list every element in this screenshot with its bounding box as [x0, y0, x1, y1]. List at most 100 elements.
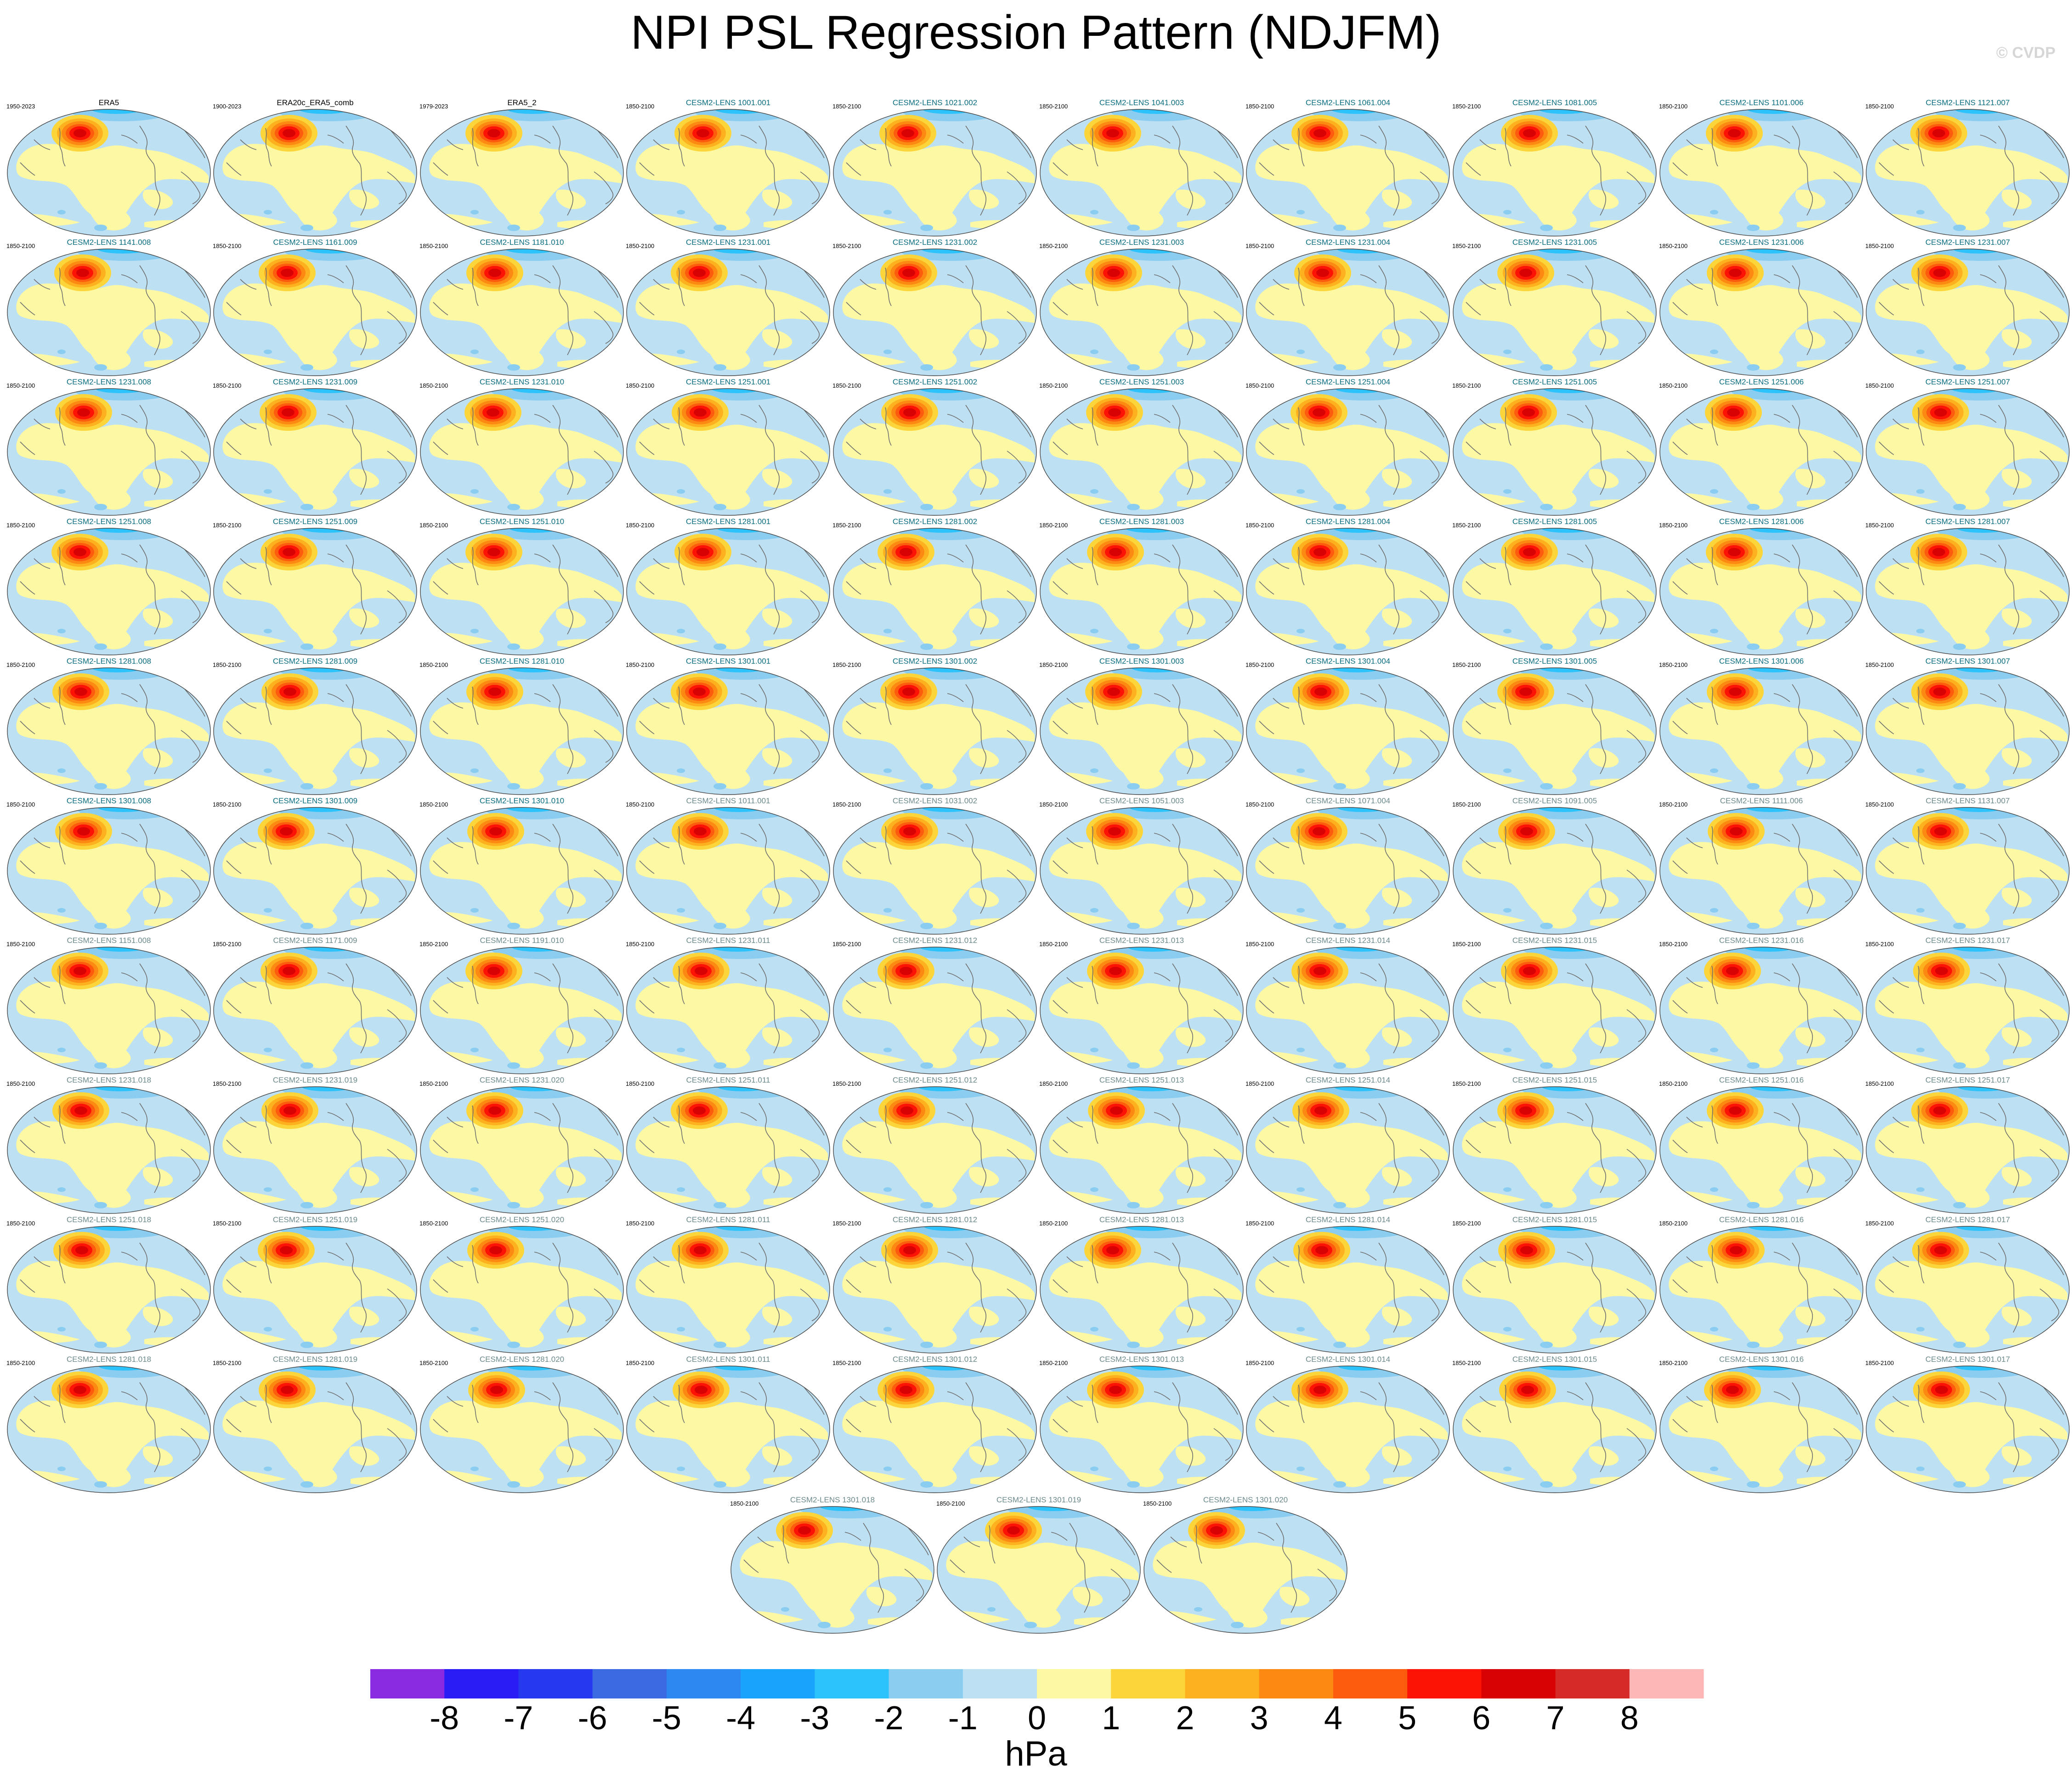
negative-patch: [1747, 783, 1760, 790]
coastline: [1918, 1245, 1925, 1284]
coastline: [345, 963, 367, 1054]
coastline: [947, 1252, 964, 1261]
coastline: [1980, 833, 1997, 842]
panel-title: CESM2-LENS 1021.002: [892, 98, 978, 107]
coastline: [1360, 833, 1377, 842]
map-border: [1453, 1226, 1657, 1354]
map-panel: 1850-2100 CESM2-LENS 1301.018: [730, 1495, 935, 1635]
coastline: [594, 590, 614, 623]
npi-high-contour: [489, 827, 502, 835]
negative-patch: [1127, 783, 1140, 790]
map-panel: 1850-2100 CESM2-LENS 1161.009: [213, 238, 418, 378]
negative-patch: [300, 1062, 313, 1069]
panel-title: CESM2-LENS 1251.002: [892, 378, 978, 386]
coastline: [433, 441, 448, 455]
coastline: [1833, 451, 1853, 484]
negative-patch: [57, 489, 66, 494]
panel-years: 1850-2100: [1245, 801, 1274, 808]
coastline: [534, 693, 551, 702]
positive-region: [635, 144, 828, 220]
coastline: [59, 1245, 66, 1284]
negative-patch: [507, 1342, 520, 1348]
regression-map: [213, 388, 417, 516]
coastline: [2039, 730, 2060, 763]
panel-years: 1850-2100: [1245, 1080, 1274, 1087]
coastline: [387, 451, 407, 484]
positive-region: [635, 1261, 828, 1337]
coastline: [639, 162, 655, 176]
coastline: [121, 693, 138, 702]
coastline: [1420, 1009, 1440, 1042]
regression-map: [1040, 807, 1244, 935]
coastline: [1879, 1140, 1894, 1153]
regression-map: [7, 807, 211, 935]
panel-title: ERA5: [98, 98, 119, 107]
panel-title: CESM2-LENS 1251.018: [66, 1215, 152, 1224]
coastline: [1007, 1009, 1027, 1042]
coastline: [1892, 139, 1909, 150]
npi-high-contour: [487, 129, 500, 137]
positive-region: [695, 467, 750, 510]
map-border: [7, 947, 211, 1074]
regression-map: [1246, 248, 1450, 376]
map-panel: 1850-2100 CESM2-LENS 1301.003: [1039, 657, 1244, 796]
coastline: [1672, 1000, 1688, 1014]
coastline: [947, 135, 964, 144]
coastline: [947, 553, 964, 563]
coastline: [265, 686, 272, 725]
coastline: [1792, 824, 1813, 914]
map-panel: 1850-2100 CESM2-LENS 1231.005: [1452, 238, 1657, 378]
coastline: [594, 451, 614, 484]
map-border: [1453, 528, 1657, 655]
positive-region: [1381, 1167, 1412, 1187]
positive-region: [1934, 746, 1990, 789]
negative-patch: [920, 1202, 933, 1208]
positive-region: [762, 887, 793, 908]
coastline: [34, 1256, 51, 1267]
npi-high-contour: [1728, 548, 1741, 556]
coastline: [265, 267, 272, 306]
map-border: [626, 388, 830, 516]
coastline: [1053, 302, 1068, 316]
coastline: [1172, 544, 1193, 635]
coastline: [678, 686, 685, 725]
coastline: [387, 311, 407, 344]
coastline: [240, 1256, 257, 1267]
npi-high-contour: [695, 967, 708, 975]
coastline: [1259, 1279, 1274, 1293]
positive-region: [1521, 1444, 1577, 1487]
coastline: [1918, 686, 1925, 725]
npi-high-contour: [1523, 548, 1536, 556]
regression-map: [1040, 1365, 1244, 1493]
coastline: [1711, 128, 1718, 167]
negative-patch: [713, 783, 726, 790]
coastline: [34, 1396, 51, 1407]
positive-region: [1521, 886, 1577, 929]
positive-region: [762, 1167, 793, 1187]
regression-map: [730, 1506, 934, 1634]
negative-patch: [57, 768, 66, 773]
coastline: [472, 128, 479, 167]
coastline: [1479, 1256, 1496, 1267]
positive-region: [2001, 329, 2032, 349]
arctic-low: [1747, 109, 1798, 114]
npi-high-contour: [283, 548, 295, 556]
positive-region: [635, 1121, 828, 1197]
positive-region: [16, 283, 209, 359]
positive-region: [1108, 1165, 1164, 1208]
regression-map: [1453, 1226, 1657, 1354]
panel-title: CESM2-LENS 1301.016: [1719, 1355, 1804, 1364]
coastline: [447, 837, 464, 848]
positive-region: [142, 189, 173, 209]
coastline: [1892, 837, 1909, 848]
coastline: [265, 547, 272, 586]
regression-map: [833, 388, 1037, 516]
coastline: [1066, 279, 1083, 290]
coastline: [653, 1396, 670, 1407]
panel-years: 1850-2100: [1452, 1220, 1481, 1227]
coastline: [1092, 965, 1098, 1004]
coastline: [1998, 265, 2019, 355]
coastline: [965, 1103, 986, 1193]
coastline: [1259, 721, 1274, 734]
coastline: [447, 698, 464, 709]
